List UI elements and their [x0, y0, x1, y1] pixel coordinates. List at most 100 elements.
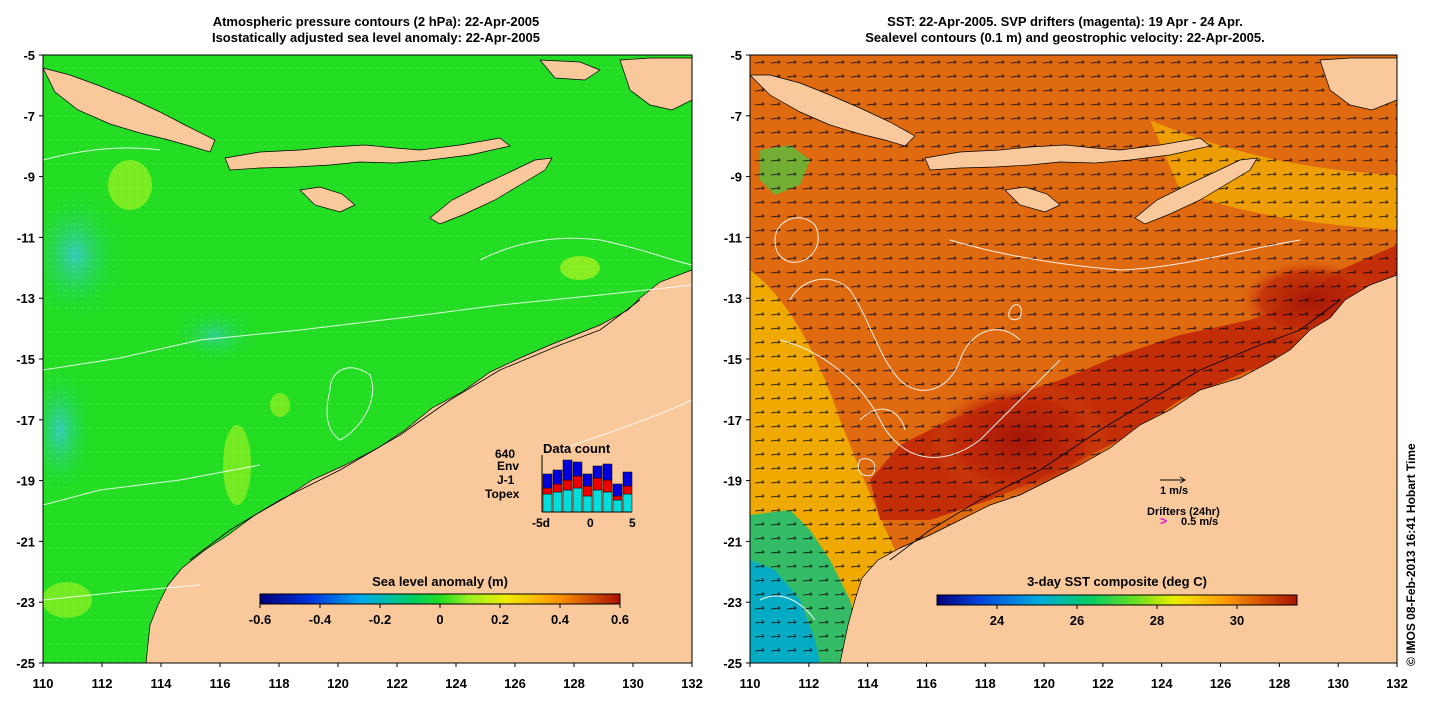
lon-tick-label: 120: [1033, 676, 1055, 691]
inset-legend-env: Env: [497, 459, 519, 473]
australia-land: [839, 274, 1397, 663]
colorbar-tick-label: 28: [1150, 613, 1164, 628]
left-title-line1: Atmospheric pressure contours (2 hPa): 2…: [212, 14, 540, 29]
lon-tick-label: 130: [1327, 676, 1349, 691]
right-title-line1: SST: 22-Apr-2005. SVP drifters (magenta)…: [887, 14, 1243, 29]
inset-bar-segment: [552, 491, 563, 513]
inset-xtick: -5d: [532, 516, 550, 530]
lat-tick-label: -9: [23, 170, 35, 185]
colorbar-tick-label: -0.2: [369, 612, 391, 627]
colorbar-tick-label: 26: [1070, 613, 1084, 628]
lon-tick-label: 114: [857, 676, 879, 691]
lat-tick-label: -15: [723, 352, 742, 367]
lon-tick-label: 110: [740, 676, 761, 691]
inset-bar-segment: [552, 469, 563, 485]
lat-tick-label: -15: [16, 352, 35, 367]
sla-colorbar-ticks: -0.6 -0.4 -0.2 0 0.2 0.4 0.6: [249, 604, 629, 627]
lon-tick-label: 120: [327, 676, 349, 691]
lat-tick-label: -11: [724, 230, 742, 245]
colorbar-tick-label: -0.4: [309, 612, 332, 627]
inset-bar-segment: [572, 487, 583, 513]
lat-tick-label: -23: [723, 595, 742, 610]
colorbar-tick-label: 24: [990, 613, 1005, 628]
lat-tick-label: -11: [17, 230, 35, 245]
north-island-land: [1319, 57, 1397, 111]
inset-bar-segment: [592, 477, 603, 491]
lon-tick-label: 116: [210, 676, 231, 691]
lat-tick-label: -21: [723, 534, 742, 549]
lat-tick-label: -13: [723, 291, 742, 306]
data-count-inset: Data count 640 Env J-1 Topex -5d 0 5: [485, 441, 636, 530]
inset-bar-segment: [612, 499, 623, 513]
lat-tick-label: -17: [16, 413, 35, 428]
sst-colorbar-label: 3-day SST composite (deg C): [1027, 574, 1207, 589]
lat-tick-label: -17: [723, 413, 742, 428]
drifters-speed: 0.5 m/s: [1181, 516, 1218, 528]
inset-bar-segment: [562, 479, 573, 491]
sla-colorbar: [259, 593, 621, 605]
lat-tick-label: -7: [730, 109, 742, 124]
inset-xtick: 5: [629, 516, 636, 530]
lon-tick-label: 132: [1386, 676, 1408, 691]
lat-tick-label: -19: [16, 474, 35, 489]
lat-tick-label: -19: [723, 474, 742, 489]
inset-bar-segment: [562, 489, 573, 513]
inset-bar-segment: [622, 471, 633, 487]
colorbar-tick-label: 0.2: [491, 612, 509, 627]
lon-tick-label: 128: [563, 676, 585, 691]
inset-bar-segment: [612, 495, 623, 501]
inset-bar-segment: [572, 461, 583, 477]
lon-tick-label: 124: [445, 676, 467, 691]
sumba-land: [299, 186, 356, 213]
colorbar-tick-label: 30: [1230, 613, 1244, 628]
inset-legend-j1: J-1: [497, 473, 515, 487]
lat-tick-label: -23: [16, 595, 35, 610]
lon-tick-label: 126: [504, 676, 526, 691]
drifter-symbol: >: [1160, 514, 1167, 528]
lon-tick-label: 118: [269, 676, 290, 691]
sst-colorbar: [936, 594, 1298, 606]
velocity-key-label: 1 m/s: [1160, 485, 1188, 497]
inset-bar-segment: [582, 485, 593, 497]
inset-bar-segment: [612, 483, 623, 497]
colorbar-tick-label: 0.4: [551, 612, 570, 627]
left-title-line2: Isostatically adjusted sea level anomaly…: [211, 30, 541, 45]
inset-bar-segment: [582, 473, 593, 487]
sla-colorbar-label: Sea level anomaly (m): [372, 574, 508, 589]
left-map: [43, 55, 692, 663]
axis-labels: 110 112 114 116 118 120 122 124 126 128 130 132 -5 -7…: [16, 48, 1408, 691]
lat-tick-label: -9: [730, 170, 742, 185]
inset-xtick: 0: [587, 516, 594, 530]
sst-colorbar-ticks: 24 26 28 30: [990, 605, 1244, 628]
inset-bar-segment: [582, 495, 593, 513]
lat-tick-label: -21: [16, 534, 35, 549]
lat-tick-label: -13: [16, 291, 35, 306]
inset-bar-segment: [592, 489, 603, 513]
lon-tick-label: 128: [1269, 676, 1291, 691]
colorbar-tick-label: 0: [436, 612, 443, 627]
inset-bar-segment: [602, 491, 613, 513]
lon-tick-label: 126: [1210, 676, 1232, 691]
right-title-line2: Sealevel contours (0.1 m) and geostrophi…: [865, 30, 1265, 45]
inset-bar-segment: [542, 493, 553, 513]
lon-tick-label: 118: [975, 676, 996, 691]
north-island-land: [619, 57, 692, 111]
inset-bar-segment: [622, 493, 633, 513]
inset-bar-segment: [542, 473, 553, 489]
lon-tick-label: 116: [916, 676, 937, 691]
inset-title: Data count: [543, 441, 611, 456]
velocity-key-arrow: [1160, 476, 1186, 484]
timor-land: [429, 157, 553, 225]
lon-tick-label: 112: [798, 676, 819, 691]
lesser-sunda-islands: [224, 137, 511, 171]
lat-tick-label: -5: [23, 48, 35, 63]
inset-bar-segment: [622, 485, 633, 495]
inset-legend-topex: Topex: [485, 487, 520, 501]
colorbar-tick-label: -0.6: [249, 612, 271, 627]
lesser-sunda-islands: [924, 137, 1211, 171]
north-island-land: [539, 59, 601, 81]
inset-max-count: 640: [495, 447, 515, 461]
inset-bar-segment: [562, 459, 573, 481]
lon-tick-label: 112: [92, 676, 113, 691]
